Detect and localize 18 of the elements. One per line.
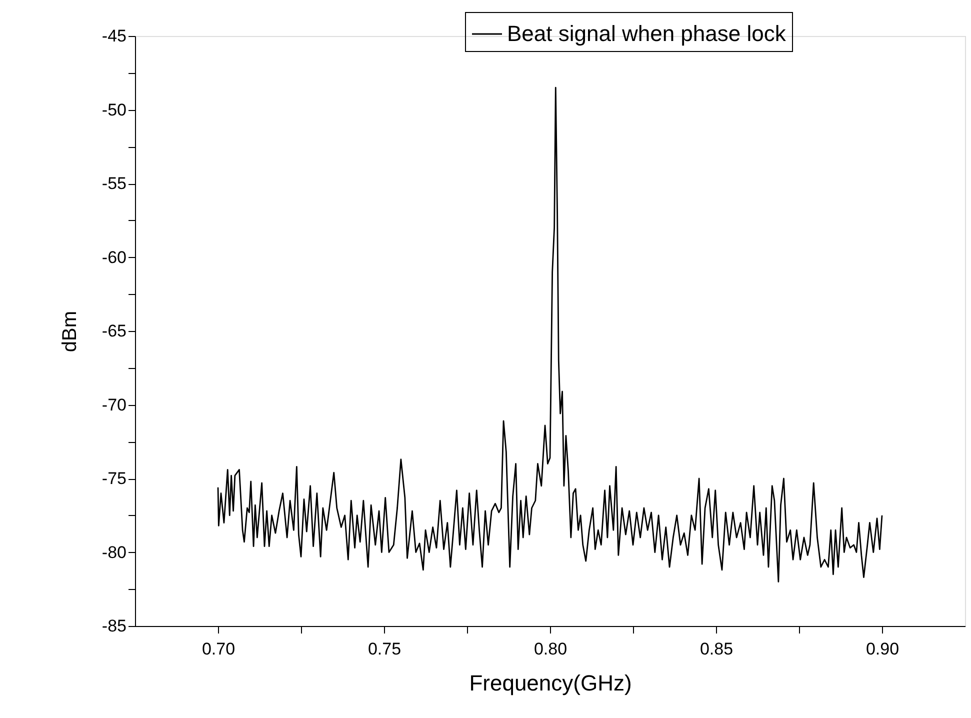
x-axis-title: Frequency(GHz) [469, 670, 632, 696]
x-tick-label: 0.70 [202, 640, 236, 658]
legend-label: Beat signal when phase lock [507, 21, 787, 46]
line-series [217, 86, 883, 582]
y-tick-label: -65 [102, 322, 126, 340]
y-tick-label: -45 [102, 26, 126, 46]
x-tick-label: 0.85 [700, 640, 734, 658]
x-tick-label: 0.90 [866, 640, 900, 658]
y-tick-label: -55 [102, 174, 126, 193]
y-tick-label: -75 [102, 469, 126, 488]
y-tick-label: -85 [102, 616, 126, 636]
x-tick-label: 0.75 [368, 640, 402, 658]
y-tick-label: -60 [102, 248, 126, 267]
y-axis-title: dBm [58, 310, 81, 352]
y-tick-label: -50 [102, 100, 126, 120]
y-tick-label: -70 [102, 395, 126, 414]
x-tick-label: 0.80 [534, 640, 568, 658]
y-tick-label: -80 [102, 542, 126, 562]
